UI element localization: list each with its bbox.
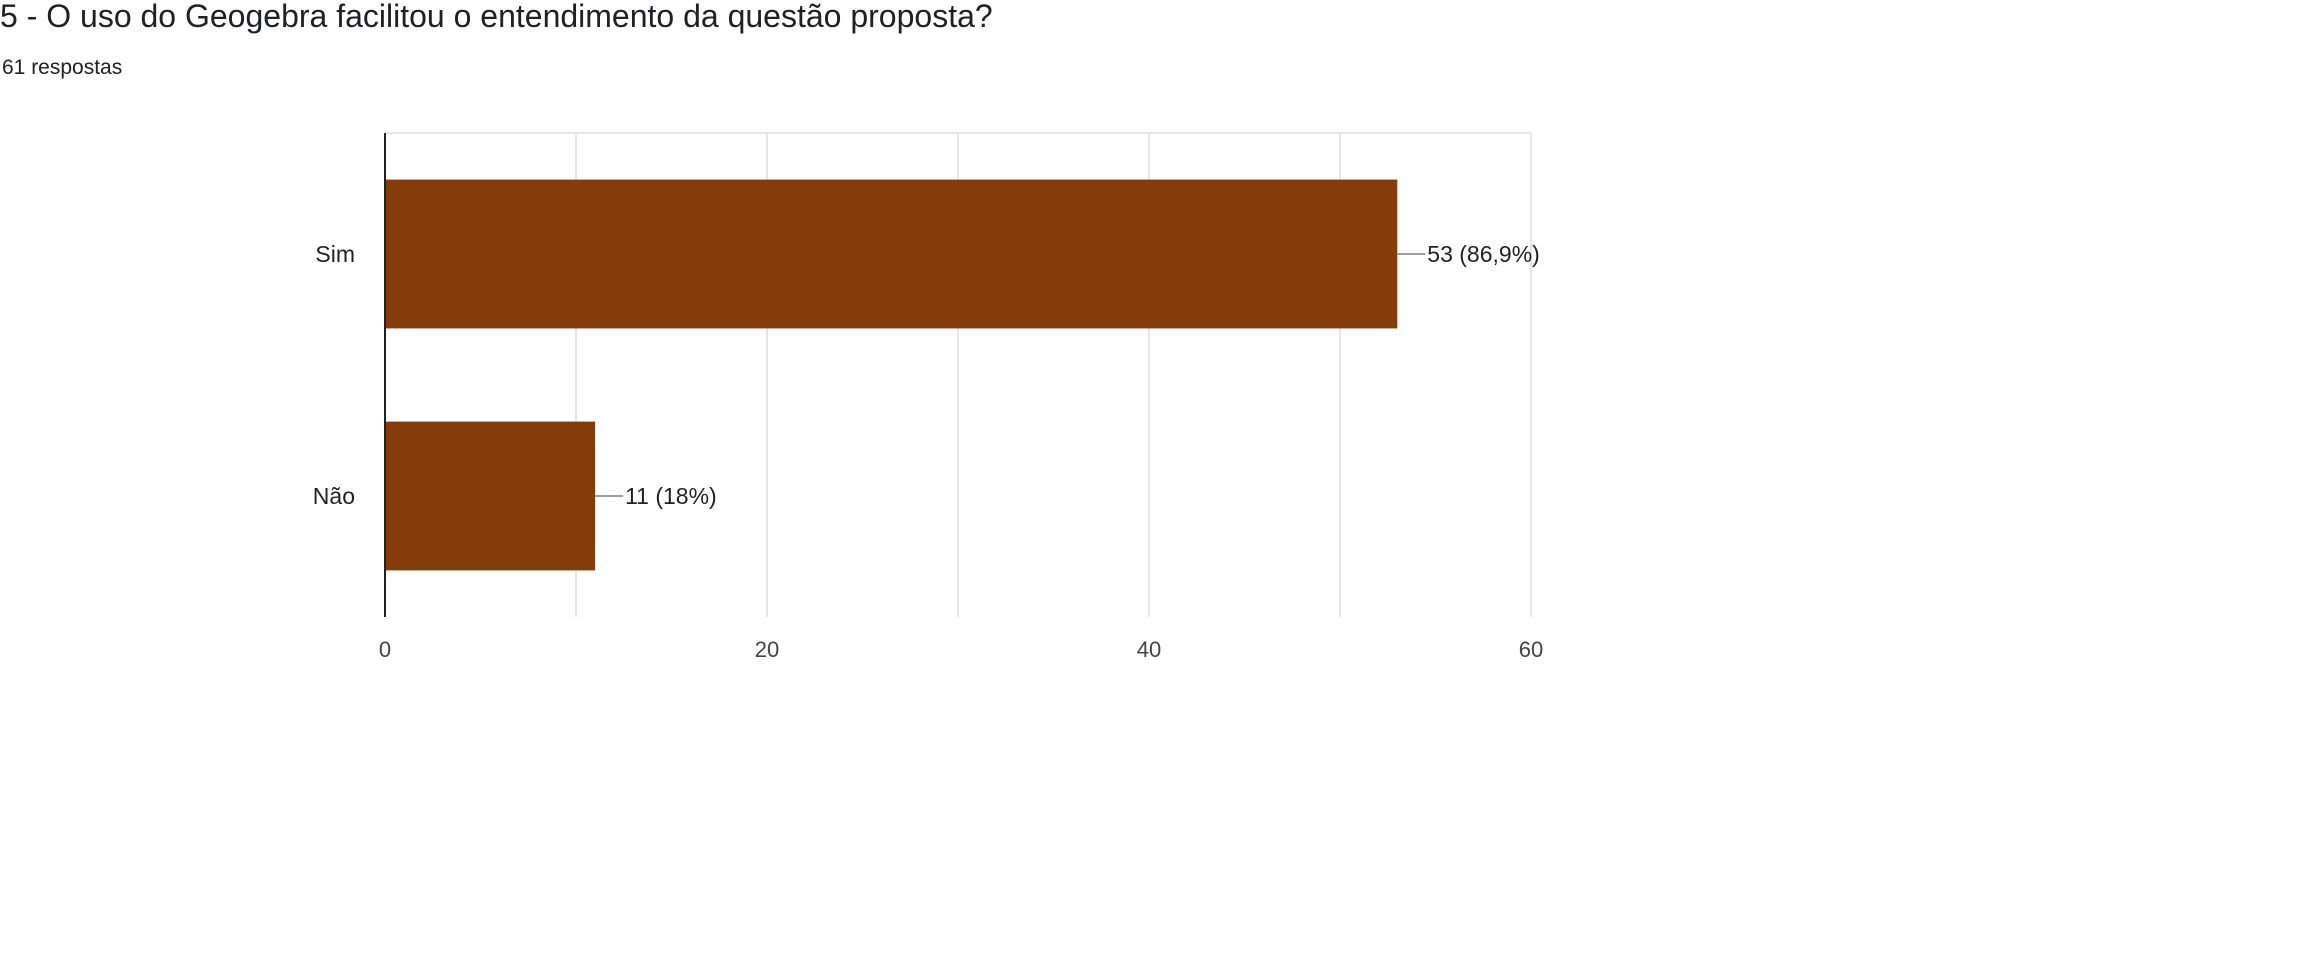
category-label: Sim xyxy=(315,241,355,267)
x-tick-label: 0 xyxy=(379,637,391,661)
labels: Sim 53 (86,9%) Não 11 (18%) 0 20 40 60 xyxy=(313,241,1543,661)
response-count: 61 respostas xyxy=(2,56,123,79)
x-tick-label: 40 xyxy=(1137,637,1161,661)
bar-1 xyxy=(385,421,596,571)
x-tick-label: 20 xyxy=(755,637,779,661)
data-label: 53 (86,9%) xyxy=(1427,241,1540,267)
bar-0 xyxy=(385,179,1398,329)
data-label: 11 (18%) xyxy=(625,483,717,509)
question-title: 5 - O uso do Geogebra facilitou o entend… xyxy=(0,0,993,34)
chart-card: 5 - O uso do Geogebra facilitou o entend… xyxy=(0,0,1568,661)
x-tick-label: 60 xyxy=(1519,637,1543,661)
category-label: Não xyxy=(313,483,355,509)
bar-chart: Sim 53 (86,9%) Não 11 (18%) 0 20 40 60 xyxy=(313,132,1543,661)
bars xyxy=(385,179,1398,571)
